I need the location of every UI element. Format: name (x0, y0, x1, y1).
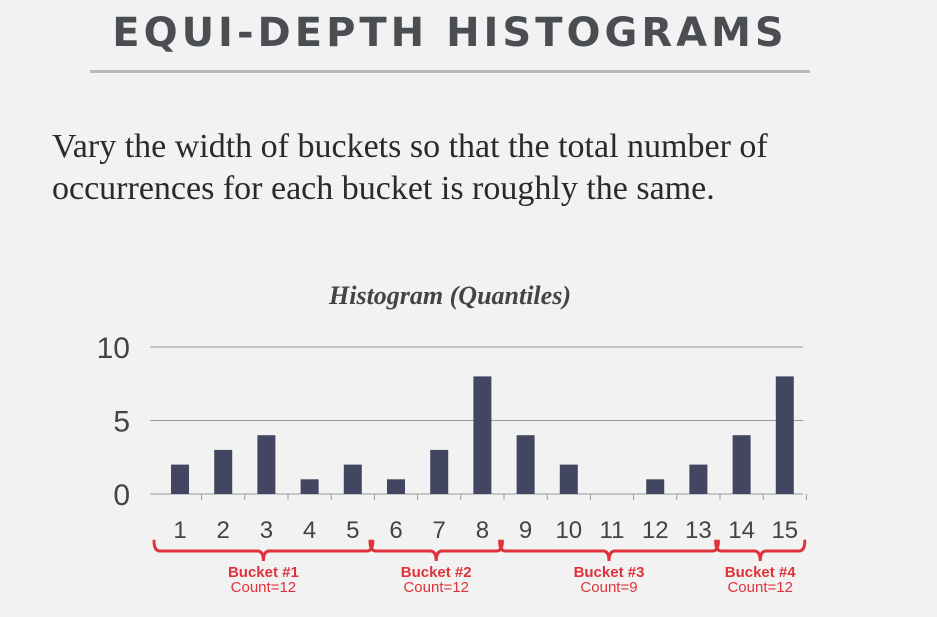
bar (214, 449, 233, 494)
bar (473, 376, 492, 494)
bar (430, 449, 449, 494)
x-tick-label: 6 (389, 517, 402, 544)
y-tick-label: 10 (97, 332, 130, 365)
x-tick-label: 13 (685, 517, 712, 544)
x-tick-label: 5 (346, 517, 359, 544)
x-tick-label: 7 (433, 517, 446, 544)
x-tick-label: 9 (519, 517, 532, 544)
x-tick-label: 12 (642, 517, 669, 544)
bar (257, 435, 276, 494)
bucket-label: Bucket #3 (574, 564, 645, 581)
x-tick-label: 2 (217, 517, 230, 544)
bar (387, 479, 405, 494)
bar (300, 479, 319, 494)
bucket-label: Bucket #1 (228, 564, 299, 581)
bar (343, 464, 362, 494)
x-tick-label: 4 (303, 517, 316, 544)
bar (171, 464, 189, 494)
x-tick-label: 15 (771, 517, 798, 544)
bar (516, 435, 535, 494)
x-tick-label: 14 (728, 517, 755, 544)
bucket-bracket (714, 539, 807, 562)
bucket-count: Count=12 (403, 579, 468, 596)
x-tick-label: 11 (600, 517, 625, 544)
x-tick-label: 8 (476, 517, 489, 544)
bucket-bracket (498, 539, 720, 562)
x-tick-label: 1 (173, 517, 186, 544)
y-tick-label: 0 (113, 479, 130, 512)
bucket-bracket (152, 539, 375, 562)
bar (775, 376, 794, 494)
title-divider (90, 70, 810, 73)
y-tick-label: 5 (113, 406, 130, 439)
bar (646, 479, 665, 494)
bar (689, 464, 708, 494)
bucket-count: Count=12 (231, 579, 296, 596)
bucket-count: Count=12 (727, 579, 792, 596)
chart-title: Histogram (Quantiles) (328, 281, 571, 310)
bar (732, 435, 751, 494)
slide-body-text: Vary the width of buckets so that the to… (52, 128, 768, 207)
x-tick-label: 10 (555, 517, 582, 544)
bucket-count: Count=9 (580, 579, 637, 596)
slide-title: EQUI-DEPTH HISTOGRAMS (112, 10, 788, 56)
bar (559, 464, 578, 494)
bucket-label: Bucket #2 (401, 564, 472, 581)
bucket-bracket (368, 539, 504, 562)
bucket-label: Bucket #4 (725, 564, 797, 581)
x-tick-label: 3 (260, 517, 273, 544)
